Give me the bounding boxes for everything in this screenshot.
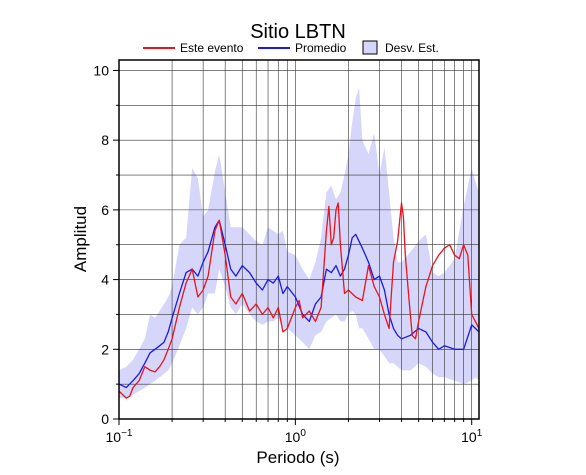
y-axis-label: Amplitud (71, 206, 90, 272)
x-axis: 10−1 100 101 (106, 419, 483, 445)
x-axis-label: Periodo (s) (256, 448, 339, 467)
series-layer (118, 202, 480, 399)
std-band (119, 87, 479, 399)
series-line-promedio (118, 219, 480, 389)
y-tick-label: 10 (93, 62, 109, 78)
x-tick-label: 101 (461, 428, 483, 445)
chart-title: Sitio LBTN (250, 21, 346, 43)
y-tick-label: 2 (101, 341, 109, 357)
x-tick-label: 10−1 (106, 428, 133, 445)
series-line-este-evento (118, 202, 480, 399)
plot-frame (118, 59, 480, 420)
y-tick-label: 0 (101, 411, 109, 427)
x-tick-label: 100 (285, 428, 307, 445)
y-axis: 0 2 4 6 8 10 (93, 62, 119, 427)
legend-label-promedio: Promedio (295, 41, 347, 55)
legend: Este evento Promedio Desv. Est. (143, 40, 439, 55)
std-band-layer (119, 87, 479, 399)
y-tick-label: 4 (101, 272, 109, 288)
legend-swatch-desv-est (362, 40, 378, 55)
plot-area (118, 59, 480, 420)
y-tick-label: 6 (101, 202, 109, 218)
y-tick-label: 8 (101, 132, 109, 148)
legend-label-este-evento: Este evento (180, 41, 244, 55)
legend-label-desv-est: Desv. Est. (385, 41, 439, 55)
grid-layer (118, 60, 479, 419)
